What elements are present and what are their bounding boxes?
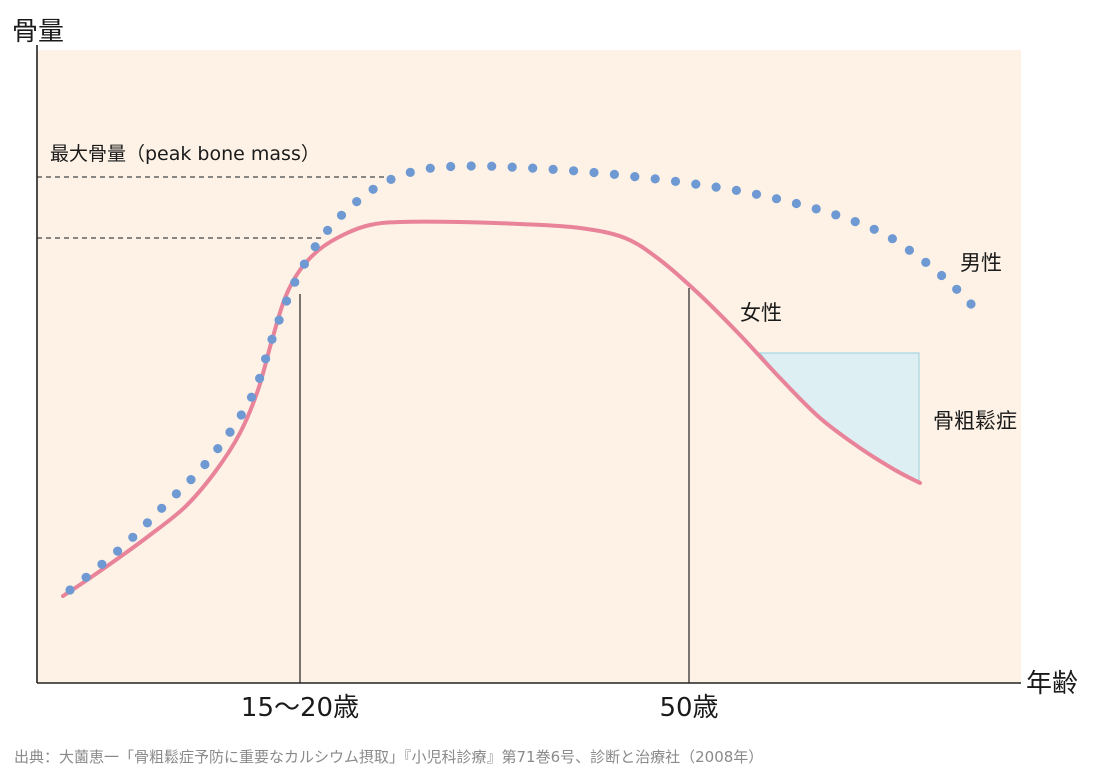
male-data-dot	[97, 559, 107, 569]
male-data-dot	[113, 546, 123, 556]
male-data-dot	[299, 259, 309, 269]
male-data-dot	[507, 162, 517, 172]
male-data-dot	[225, 427, 235, 437]
male-data-dot	[904, 245, 915, 255]
male-data-dot	[261, 354, 271, 364]
peak-bone-mass-label: 最大骨量（peak bone mass）	[50, 143, 320, 165]
male-data-dot	[352, 197, 362, 207]
source-citation: 出典：大薗恵一「骨粗鬆症予防に重要なカルシウム摂取」『小児科診療』第71巻6号、…	[14, 748, 764, 766]
male-data-dot	[670, 176, 681, 186]
y-axis-label: 骨量	[12, 17, 64, 47]
male-data-dot	[425, 163, 435, 173]
male-data-dot	[446, 161, 456, 172]
male-data-dot	[246, 392, 257, 402]
male-data-dot	[81, 572, 91, 582]
male-data-dot	[831, 210, 841, 220]
male-data-dot	[186, 475, 196, 485]
x-tick-label: 15〜20歳	[241, 693, 359, 723]
male-data-dot	[952, 284, 962, 294]
male-data-dot	[200, 459, 210, 470]
male-data-dot	[142, 518, 152, 528]
female-series-line	[61, 219, 922, 598]
male-data-dot	[128, 532, 138, 542]
male-data-dot	[937, 270, 947, 281]
female-series-label: 女性	[740, 301, 782, 325]
male-data-dot	[213, 444, 223, 454]
male-data-dot	[921, 257, 931, 267]
male-data-dot	[630, 172, 640, 182]
male-data-dot	[711, 182, 721, 192]
male-data-dot	[791, 198, 802, 209]
male-data-dot	[528, 163, 538, 173]
male-data-dot	[336, 210, 347, 220]
male-data-dot	[323, 225, 333, 235]
male-data-dot	[751, 189, 762, 199]
male-data-dot	[267, 334, 277, 344]
male-data-dot	[171, 489, 181, 499]
male-data-dot	[691, 179, 701, 189]
male-data-dot	[255, 373, 265, 383]
male-data-dot	[771, 194, 782, 204]
male-data-dot	[65, 585, 75, 595]
male-data-dot	[869, 224, 879, 234]
x-axis-label: 年齢	[1026, 669, 1078, 699]
male-data-dot	[282, 296, 292, 306]
male-data-dot	[887, 234, 898, 244]
male-data-dot	[157, 503, 167, 513]
male-data-dot	[731, 185, 742, 195]
male-data-dot	[569, 166, 579, 176]
male-data-dot	[466, 161, 476, 171]
male-data-dot	[236, 410, 246, 420]
male-data-dot	[310, 242, 320, 252]
male-series-dots	[65, 161, 976, 595]
male-series-label: 男性	[960, 251, 1002, 275]
male-data-dot	[405, 167, 415, 177]
male-data-dot	[650, 174, 660, 184]
male-data-dot	[368, 184, 378, 194]
male-data-dot	[487, 161, 497, 171]
osteoporosis-label: 骨粗鬆症	[933, 409, 1017, 433]
male-data-dot	[290, 277, 300, 287]
male-data-dot	[548, 164, 558, 174]
male-data-dot	[274, 315, 284, 325]
male-data-dot	[589, 167, 599, 178]
male-data-dot	[966, 299, 976, 309]
male-data-dot	[386, 174, 396, 184]
male-data-dot	[811, 204, 821, 214]
male-data-dot	[850, 217, 860, 227]
x-tick-label: 50歳	[659, 693, 718, 723]
male-data-dot	[609, 169, 620, 179]
